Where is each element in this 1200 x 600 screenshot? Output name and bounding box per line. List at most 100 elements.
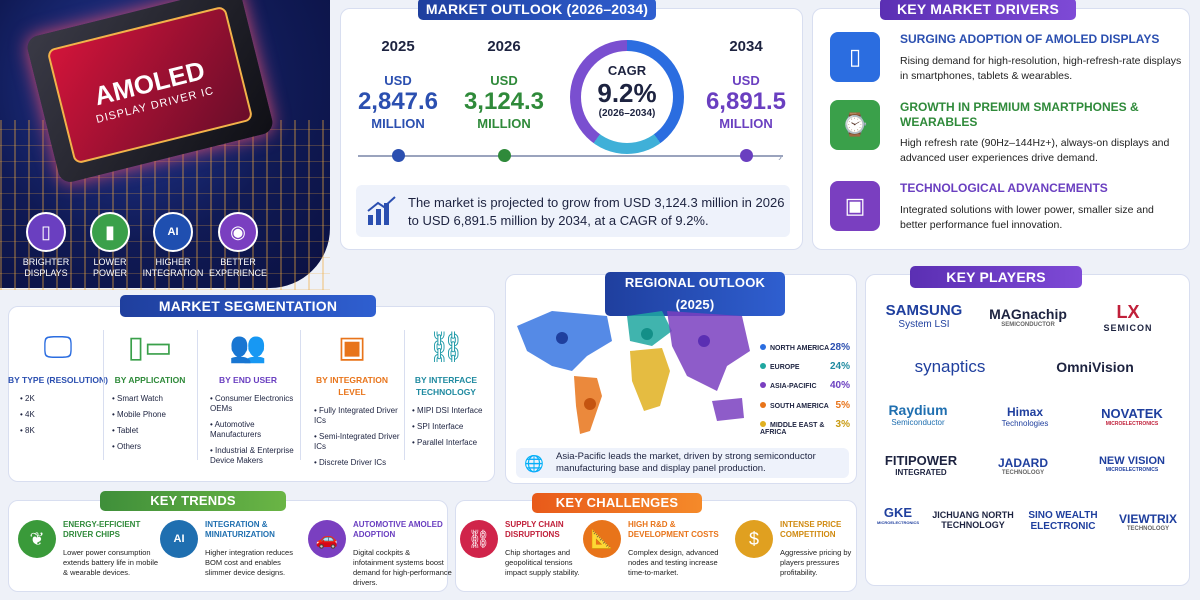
player-sub: Technologies — [1001, 419, 1049, 428]
region-pct: 24% — [829, 361, 850, 372]
unit-label: USD — [384, 73, 412, 88]
driver-desc: Integrated solutions with lower power, s… — [900, 204, 1154, 231]
feature-label: HIGHER — [155, 257, 191, 267]
driver-heading: SURGING ADOPTION OF AMOLED DISPLAYS — [900, 32, 1160, 46]
player-sub: Semiconductor — [891, 418, 945, 427]
player-sub: INTEGRATED — [895, 468, 947, 477]
player-name: Himax — [1006, 405, 1044, 419]
map-australia — [712, 398, 744, 421]
segment-item: SPI Interface — [412, 422, 492, 432]
trend-heading: INTEGRATION & MINIATURIZATION — [205, 520, 275, 539]
cagr-ring: CAGR 9.2% (2026–2034) — [570, 40, 684, 154]
segment-heading: BY APPLICATION — [114, 375, 186, 385]
location-pin-icon — [584, 398, 596, 410]
location-pin-icon — [698, 335, 710, 347]
trend-desc: Lower power consumption extends battery … — [63, 548, 159, 577]
location-pin-icon — [641, 328, 653, 340]
feature-label: POWER — [92, 268, 127, 278]
year-label: 2026 — [487, 38, 521, 55]
trends-title: KEY TRENDS — [100, 491, 286, 511]
region-name: SOUTH AMERICA — [770, 403, 829, 410]
ai-chip-icon: AI — [153, 212, 193, 252]
region-pct: 3% — [835, 419, 850, 430]
divider — [300, 330, 301, 460]
player-sub: MICROELECTRONICS — [1105, 421, 1159, 427]
location-pin-icon — [556, 332, 568, 344]
challenge-heading: INTENSE PRICE COMPETITION — [780, 520, 842, 539]
player-logo-jichuang-north: JICHUANG NORTH TECHNOLOGY — [928, 510, 1018, 530]
challenge-desc: Aggressive pricing by players pressures … — [780, 548, 852, 577]
players-card — [865, 274, 1190, 586]
player-name: VIEWTRIX — [1118, 512, 1177, 526]
timeline-line — [358, 155, 783, 157]
trend-desc: Higher integration reduces BOM cost and … — [205, 548, 293, 577]
regional-note: Asia-Pacific leads the market, driven by… — [556, 451, 816, 474]
player-sub: SEMICON — [1103, 323, 1153, 333]
regional-note-box: 🌐 Asia-Pacific leads the market, driven … — [516, 448, 849, 478]
player-name: JADARD — [997, 456, 1048, 470]
cagr-label: CAGR — [607, 63, 647, 78]
unit-label: USD — [732, 73, 760, 88]
segment-item: MIPI DSI Interface — [412, 406, 492, 416]
feature-better-experience: ◉ BETTER EXPERIENCE — [207, 212, 269, 279]
year-2025-stat: 2025 USD 2,847.6 MILLION — [348, 38, 448, 131]
player-sub: TECHNOLOGY — [1126, 526, 1170, 532]
player-name: NOVATEK — [1101, 406, 1163, 421]
player-logo-new-vision: NEW VISION MICROELECTRONICS — [1082, 455, 1182, 473]
player-name: OmniVision — [1056, 359, 1134, 375]
segment-item: 2K — [20, 394, 108, 404]
timeline-dot-2026 — [498, 149, 511, 162]
summary-text: The market is projected to grow from USD… — [408, 195, 785, 228]
ruler-icon: 📐 — [583, 520, 621, 558]
trend-heading: ENERGY-EFFICIENT DRIVER CHIPS — [63, 520, 141, 539]
player-name: SINO WEALTH — [1028, 510, 1098, 521]
year-2026-stat: 2026 USD 3,124.3 MILLION — [454, 38, 554, 131]
multiplier-label: MILLION — [371, 116, 425, 131]
smartwatch-icon: ⌚ — [830, 100, 880, 150]
chip-icon: ▣ — [337, 331, 367, 364]
feature-lower-power: ▮ LOWER POWER — [79, 212, 141, 279]
eye-icon: ◉ — [218, 212, 258, 252]
divider — [197, 330, 198, 460]
player-name: synaptics — [914, 357, 986, 376]
map-middle-east-africa — [630, 348, 670, 411]
player-logo-gke: GKE MICROELECTRONICS — [872, 505, 924, 525]
monitor-icon: 🖵 — [43, 331, 73, 364]
region-name: NORTH AMERICA — [770, 345, 830, 352]
car-icon: 🚗 — [308, 520, 346, 558]
feature-label: LOWER — [93, 257, 127, 267]
feature-label: EXPERIENCE — [208, 268, 268, 278]
market-value: 3,124.3 — [463, 88, 545, 115]
chip-icon: ▣ — [830, 181, 880, 231]
segment-by-type: 🖵 BY TYPE (RESOLUTION) 2K 4K 8K — [8, 330, 108, 442]
devices-icon: ▯▭ — [127, 331, 173, 364]
segment-item: Others — [112, 442, 200, 452]
player-logo-viewtrix: VIEWTRIX TECHNOLOGY — [1110, 512, 1186, 532]
region-name: ASIA-PACIFIC — [770, 383, 817, 390]
feature-label: BRIGHTER — [22, 257, 70, 267]
unit-label: USD — [490, 73, 518, 88]
region-name: EUROPE — [770, 364, 800, 371]
player-sub: TECHNOLOGY — [941, 520, 1005, 530]
market-value: 6,891.5 — [705, 88, 787, 115]
users-icon: 👥 — [229, 331, 267, 364]
battery-icon: ▮ — [90, 212, 130, 252]
segment-item: Smart Watch — [112, 394, 200, 404]
driver-desc: Rising demand for high-resolution, high-… — [900, 55, 1182, 82]
player-sub: MICROELECTRONICS — [877, 520, 919, 525]
player-logo-fitipower: FITIPOWER INTEGRATED — [878, 453, 964, 477]
segment-item: 4K — [20, 410, 108, 420]
challenges-title: KEY CHALLENGES — [532, 493, 702, 513]
feature-brighter-displays: ▯ BRIGHTER DISPLAYS — [15, 212, 77, 279]
broken-link-icon: ⛓ — [460, 520, 498, 558]
challenge-heading: HIGH R&D & DEVELOPMENT COSTS — [628, 520, 719, 539]
challenge-heading: SUPPLY CHAIN DISRUPTIONS — [505, 520, 564, 539]
multiplier-label: MILLION — [719, 116, 773, 131]
feature-label: BETTER — [220, 257, 256, 267]
segment-item: 8K — [20, 426, 108, 436]
outlook-summary: The market is projected to grow from USD… — [356, 185, 790, 237]
year-2034-stat: 2034 USD 6,891.5 MILLION — [696, 38, 796, 131]
segment-heading: BY INTEGRATION LEVEL — [316, 375, 388, 397]
trend-heading: AUTOMOTIVE AMOLED ADOPTION — [353, 520, 443, 539]
segmentation-title: MARKET SEGMENTATION — [120, 295, 376, 317]
